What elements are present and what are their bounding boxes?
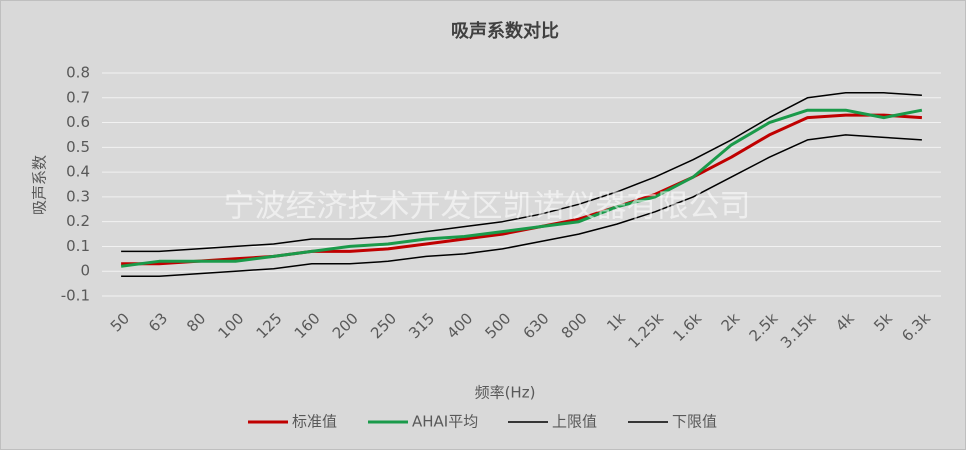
y-tick-label: 0.8 [66, 64, 90, 82]
y-tick-label: 0.6 [66, 113, 90, 131]
y-tick-label: -0.1 [61, 287, 90, 305]
watermark: 宁波经济技术开发区凯诺仪器有限公司 [224, 189, 751, 225]
legend-label: 标准值 [292, 413, 337, 431]
y-axis-label: 吸声系数 [31, 155, 49, 215]
y-tick-label: 0.3 [66, 187, 90, 205]
series-line [120, 108, 923, 268]
y-tick-label: 0.1 [66, 237, 90, 255]
legend-label: AHAI平均 [412, 413, 478, 431]
y-tick-label: 0.2 [66, 212, 90, 230]
chart-title: 吸声系数对比 [451, 20, 559, 42]
legend-label: 下限值 [672, 413, 717, 431]
y-tick-label: 0.7 [66, 88, 90, 106]
legend-label: 上限值 [552, 413, 597, 431]
x-axis-label: 频率(Hz) [475, 384, 536, 402]
series-line [121, 134, 922, 277]
y-tick-label: 0.4 [66, 163, 90, 181]
series-line [121, 92, 922, 253]
y-tick-label: 0.5 [66, 138, 90, 156]
y-tick-label: 0 [80, 262, 90, 280]
